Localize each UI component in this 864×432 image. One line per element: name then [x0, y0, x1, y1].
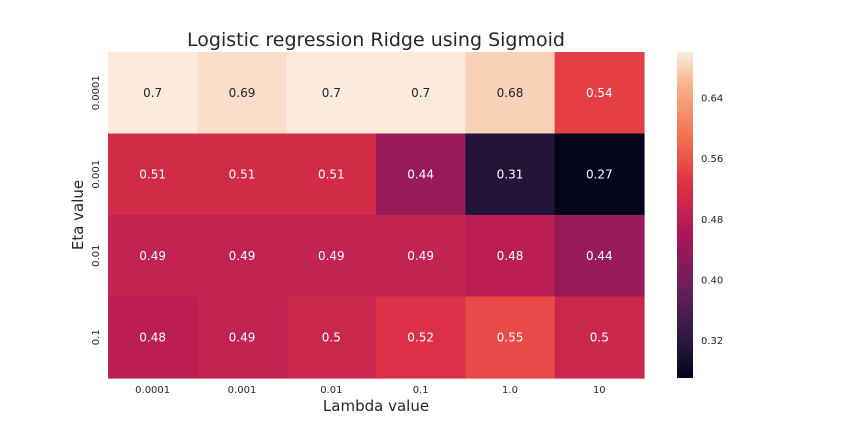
y-axis-label: Eta value — [69, 180, 87, 250]
heatmap-cell — [108, 296, 198, 379]
y-tick-labels: 0.0001 0.001 0.01 0.1 — [91, 75, 102, 345]
cell-value-label: 0.44 — [407, 167, 434, 181]
y-tick-label: 0.01 — [91, 245, 102, 267]
cell-value-label: 0.5 — [590, 330, 609, 344]
heatmap-cell — [554, 215, 645, 298]
x-axis-label: Lambda value — [323, 397, 429, 415]
cell-value-label: 0.7 — [143, 86, 162, 100]
colorbar-tick-label: 0.64 — [701, 93, 723, 104]
cell-value-label: 0.5 — [322, 330, 341, 344]
cell-value-label: 0.7 — [322, 86, 341, 100]
cell-value-label: 0.48 — [497, 249, 524, 263]
heatmap-cell — [108, 215, 198, 298]
cell-value-label: 0.52 — [407, 330, 434, 344]
heatmap-cell — [197, 296, 288, 379]
cell-value-label: 0.54 — [586, 86, 613, 100]
cell-value-label: 0.68 — [497, 86, 524, 100]
cell-value-label: 0.51 — [229, 167, 256, 181]
heatmap-cell — [108, 52, 198, 135]
y-tick-label: 0.1 — [91, 329, 102, 345]
cell-value-label: 0.49 — [407, 249, 434, 263]
cell-value-label: 0.44 — [586, 249, 613, 263]
cell-value-label: 0.49 — [229, 249, 256, 263]
y-tick-label: 0.001 — [91, 160, 102, 189]
x-tick-label: 0.1 — [413, 385, 429, 396]
cell-value-label: 0.51 — [139, 167, 166, 181]
x-tick-label: 0.001 — [228, 385, 257, 396]
heatmap-cell — [375, 133, 466, 216]
cell-value-label: 0.69 — [229, 86, 256, 100]
x-tick-label: 0.0001 — [135, 385, 170, 396]
cell-value-label: 0.55 — [497, 330, 524, 344]
heatmap-cell — [286, 133, 377, 216]
heatmap-cell — [554, 133, 645, 216]
heatmap-cell — [375, 296, 466, 379]
heatmap-cell — [375, 52, 466, 135]
x-tick-label: 10 — [593, 385, 606, 396]
colorbar-tick-label: 0.40 — [701, 275, 723, 286]
heatmap-cell — [197, 215, 288, 298]
colorbar — [677, 52, 693, 378]
cell-value-label: 0.7 — [411, 86, 430, 100]
cell-value-label: 0.51 — [318, 167, 345, 181]
colorbar-tick-label: 0.32 — [701, 336, 723, 347]
chart-title: Logistic regression Ridge using Sigmoid — [187, 29, 565, 51]
heatmap-cell — [465, 52, 556, 135]
heatmap-cell — [375, 215, 466, 298]
cell-value-label: 0.48 — [139, 330, 166, 344]
heatmap-cell — [465, 133, 556, 216]
heatmap-cell — [197, 52, 288, 135]
colorbar-tick-label: 0.48 — [701, 215, 723, 226]
cell-value-label: 0.49 — [139, 249, 166, 263]
heatmap-cell — [108, 133, 198, 216]
y-tick-label: 0.0001 — [91, 75, 102, 110]
colorbar-tick-label: 0.56 — [701, 154, 723, 165]
heatmap-cell — [197, 133, 288, 216]
cell-value-label: 0.49 — [318, 249, 345, 263]
colorbar-tick-labels: 0.64 0.56 0.48 0.40 0.32 — [701, 93, 723, 347]
cell-value-label: 0.49 — [229, 330, 256, 344]
heatmap-cell — [554, 296, 645, 379]
x-tick-labels: 0.0001 0.001 0.01 0.1 1.0 10 — [135, 385, 606, 396]
heatmap-cell — [286, 215, 377, 298]
heatmap-cell — [465, 296, 556, 379]
heatmap-cell — [465, 215, 556, 298]
heatmap-cell — [286, 296, 377, 379]
heatmap-cell — [286, 52, 377, 135]
x-tick-label: 1.0 — [502, 385, 518, 396]
heatmap-cells: 0.7 0.69 0.7 0.7 0.68 0.54 0.51 0.51 0.51 0.44 0.3… — [108, 52, 645, 379]
heatmap-cell — [554, 52, 645, 135]
x-tick-label: 0.01 — [320, 385, 342, 396]
cell-value-label: 0.31 — [497, 167, 524, 181]
cell-value-label: 0.27 — [586, 167, 613, 181]
